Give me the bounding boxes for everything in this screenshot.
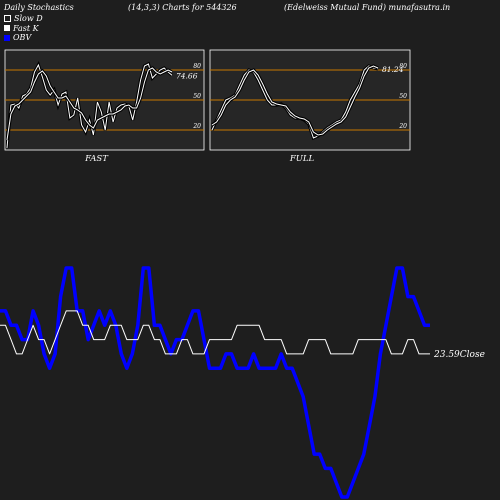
fast-slow-d-line <box>6 67 173 141</box>
chart-title: Daily Stochastics <box>4 3 74 12</box>
chart-source: (Edelweiss Mutual Fund) munafasutra.in <box>284 3 451 12</box>
legend-item-fast-k: Fast K <box>4 24 43 34</box>
legend-item-obv: OBV <box>4 33 43 43</box>
legend: Slow D Fast K OBV <box>4 14 43 43</box>
fast-tick-label-20: 20 <box>192 123 201 130</box>
fast-last-value-label: 74.66 <box>176 71 198 80</box>
legend-label-fast-k: Fast K <box>13 23 39 33</box>
obv-swatch <box>4 34 10 41</box>
fast-tick-label-80: 80 <box>193 63 201 70</box>
fast-panel-title: FAST <box>84 154 109 164</box>
close-value-label: 23.59Close <box>433 350 485 360</box>
legend-label-obv: OBV <box>13 33 32 42</box>
close-price-line <box>0 310 430 355</box>
fast-tick-label-50: 50 <box>193 93 201 100</box>
fast-k-swatch <box>4 25 10 32</box>
full-tick-label-50: 50 <box>399 93 407 100</box>
full-full-k-line <box>211 65 379 139</box>
full-last-value-label: 81.24 <box>382 65 404 74</box>
price-obv-panel: 23.59Close <box>0 266 485 499</box>
full-tick-label-80: 80 <box>399 63 407 70</box>
full-full-d-line <box>211 65 379 136</box>
slow-d-swatch <box>4 15 11 23</box>
fast-fast-k-line <box>6 63 173 149</box>
chart-params: (14,3,3) Charts for 544326 <box>128 3 237 12</box>
legend-label-slow-d: Slow D <box>14 14 43 23</box>
legend-item-slow-d: Slow D <box>4 14 43 24</box>
full-tick-label-20: 20 <box>398 123 407 130</box>
obv-line <box>0 266 430 499</box>
full-panel-title: FULL <box>289 154 315 164</box>
